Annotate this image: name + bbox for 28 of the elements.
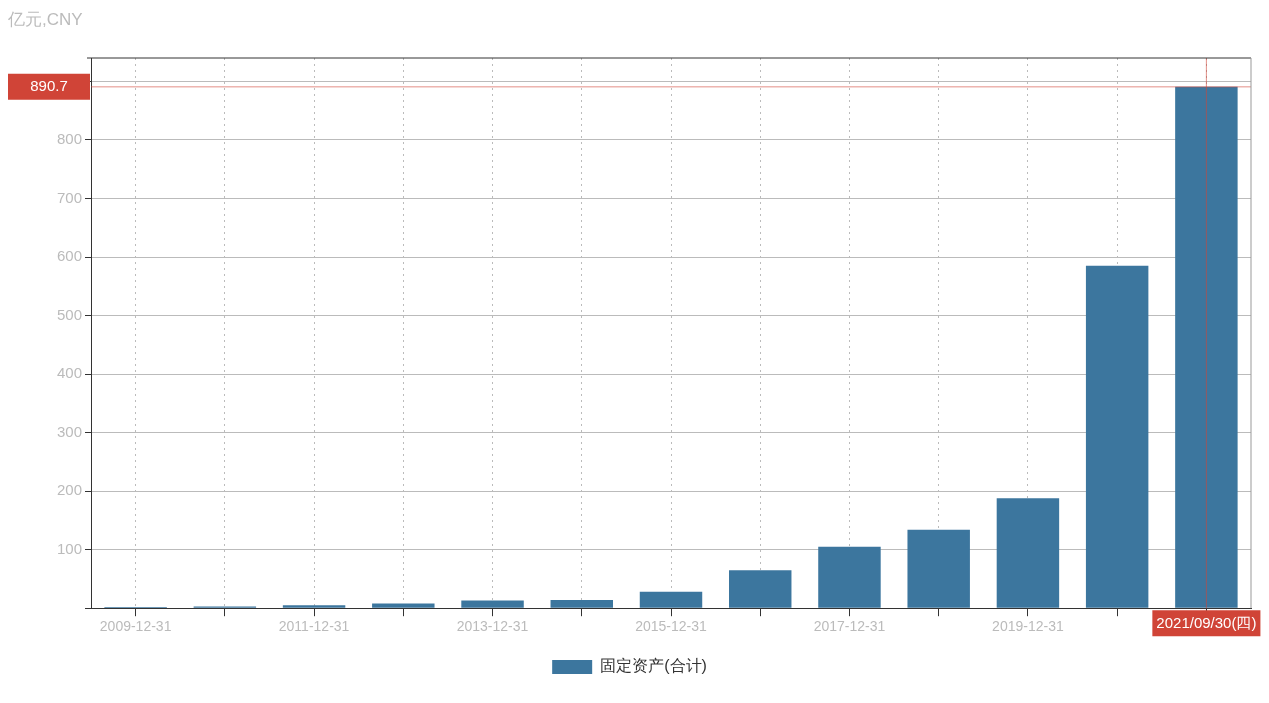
x-tick-label: 2019-12-31 [992, 618, 1064, 635]
y-tick-label: 500 [56, 305, 82, 323]
y-tick-label: 800 [56, 130, 82, 148]
y-tick-label: 300 [56, 422, 82, 440]
y-tick-label: 400 [56, 364, 82, 382]
bar [461, 600, 524, 608]
legend-label: 固定资产(合计) [600, 657, 707, 675]
bar [996, 498, 1060, 608]
x-tick-label: 2013-12-31 [456, 618, 529, 635]
x-tick-label: 2021/09/30(四) [1156, 614, 1257, 632]
x-tick-label: 2015-12-31 [635, 618, 708, 635]
x-tick-label: 2017-12-31 [813, 618, 886, 635]
bar [282, 605, 346, 608]
bar [907, 529, 970, 608]
bar [372, 603, 435, 608]
y-tick-label: 200 [56, 481, 82, 499]
y-tick-label: 700 [56, 188, 82, 206]
y-axis-title: 亿元,CNY [8, 9, 83, 31]
bar [729, 570, 792, 608]
x-tick-label: 2009-12-31 [99, 618, 172, 635]
y-tick-label: 100 [56, 539, 82, 557]
x-tick-label: 2011-12-31 [278, 618, 350, 635]
bar [818, 546, 881, 608]
bar [550, 600, 613, 608]
y-tick-label: 600 [56, 247, 82, 265]
ref-line-label: 890.7 [30, 77, 68, 94]
bar [1085, 265, 1149, 608]
bar [639, 591, 703, 608]
